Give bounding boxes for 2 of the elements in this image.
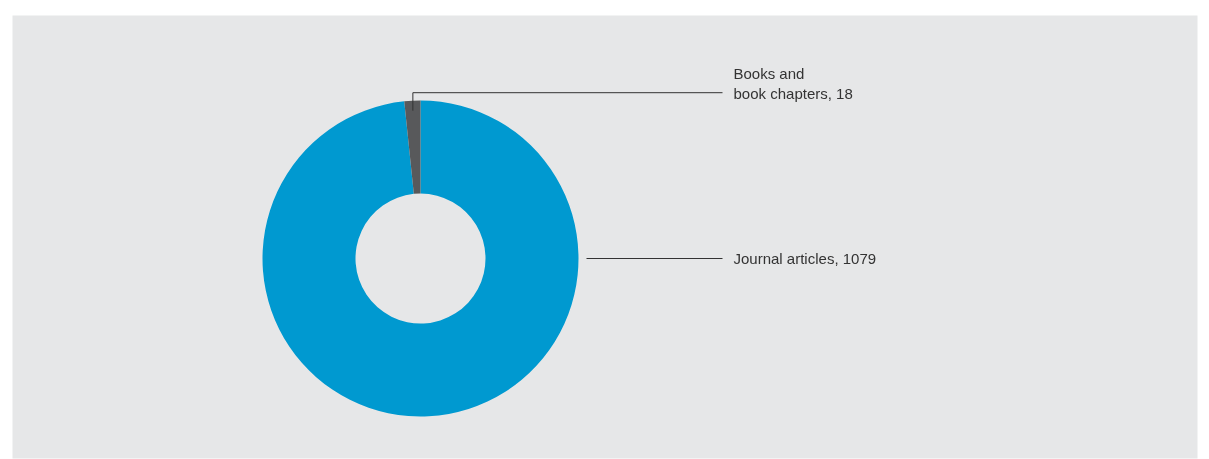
slice-label: Books and book chapters, 18: [733, 65, 853, 103]
slice-label: Journal articles, 1079: [733, 250, 877, 267]
